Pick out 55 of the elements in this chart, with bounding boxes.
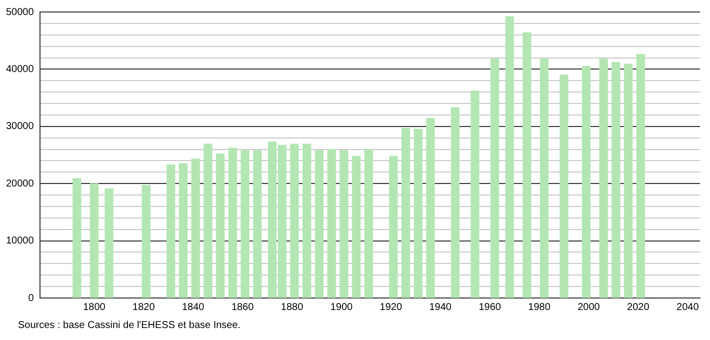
- bar: [612, 62, 620, 298]
- bar: [450, 107, 460, 298]
- bar: [636, 54, 645, 298]
- bar: [216, 154, 225, 298]
- bar: [505, 16, 514, 298]
- bar: [204, 144, 212, 298]
- x-tick-label: 2040: [676, 302, 700, 313]
- bar: [302, 144, 312, 298]
- y-tick-label: 10000: [6, 236, 34, 247]
- bar: [90, 183, 99, 298]
- y-tick-label: 0: [28, 292, 34, 304]
- bar: [426, 118, 435, 298]
- bar: [582, 66, 591, 298]
- x-tick-label: 1940: [429, 302, 452, 313]
- bar: [340, 150, 348, 298]
- bar: [178, 163, 188, 298]
- source-note: Sources : base Cassini de l'EHESS et base Insee.: [18, 320, 241, 331]
- x-tick-label: 2000: [578, 302, 600, 313]
- y-tick-label: 40000: [6, 64, 34, 75]
- bar: [228, 148, 238, 298]
- x-tick-label: 2020: [627, 302, 650, 313]
- x-tick-label: 1880: [280, 302, 304, 313]
- bar: [414, 128, 422, 298]
- bar: [364, 148, 373, 298]
- bar: [240, 150, 250, 298]
- bar: [490, 58, 500, 298]
- x-tick-label: 1860: [231, 302, 254, 313]
- bar: [352, 156, 361, 298]
- bar: [540, 58, 549, 298]
- bar: [191, 158, 200, 298]
- bar: [599, 58, 608, 298]
- bar: [142, 184, 150, 298]
- x-tick-label: 1840: [182, 302, 205, 313]
- bar: [401, 128, 410, 298]
- bar: [522, 32, 532, 298]
- y-tick-label: 30000: [6, 121, 34, 132]
- x-tick-label: 1920: [380, 302, 402, 313]
- bar: [470, 90, 480, 298]
- bar: [253, 150, 262, 298]
- bar: [290, 144, 299, 298]
- x-tick-label: 1980: [528, 302, 551, 313]
- bar: [389, 156, 398, 298]
- y-tick-label: 50000: [6, 6, 34, 18]
- bar: [314, 150, 324, 298]
- x-tick-label: 1800: [83, 302, 106, 313]
- bar: [72, 178, 82, 298]
- bar: [327, 148, 336, 298]
- bar: [624, 64, 633, 298]
- y-tick-label: 20000: [6, 178, 34, 190]
- bar: [104, 188, 114, 298]
- bar: [166, 164, 176, 298]
- x-tick-label: 1960: [478, 302, 502, 313]
- bar: [560, 74, 568, 298]
- x-tick-label: 1820: [132, 302, 156, 313]
- x-tick-label: 1900: [330, 302, 354, 313]
